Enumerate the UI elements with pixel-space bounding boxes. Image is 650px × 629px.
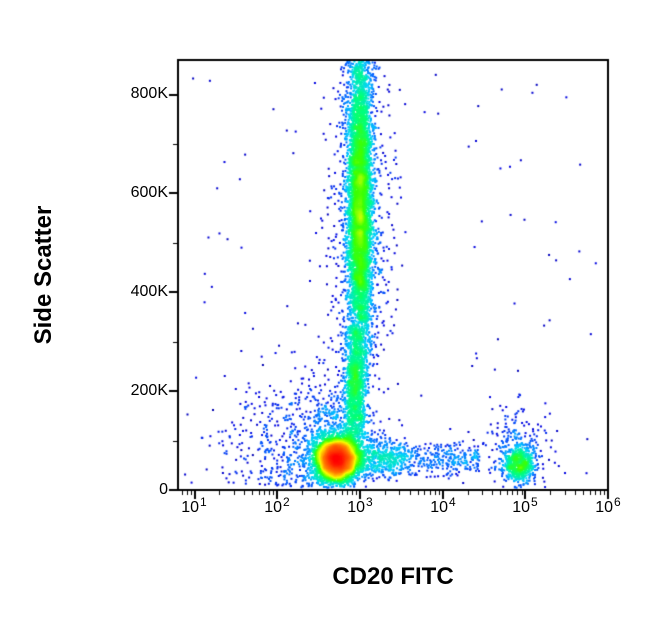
x-tick-exponent: 6 bbox=[614, 495, 621, 509]
y-tick-label-400k: 400K bbox=[130, 283, 168, 300]
x-tick-label-10e3: 103 bbox=[340, 495, 380, 517]
y-tick-label-200k: 200K bbox=[130, 382, 168, 399]
y-axis-title: Side Scatter bbox=[30, 205, 57, 345]
y-tick-label-600k: 600K bbox=[130, 184, 168, 201]
x-tick-exponent: 3 bbox=[366, 495, 373, 509]
x-tick-base: 10 bbox=[595, 499, 614, 516]
y-tick-label-800k: 800K bbox=[130, 85, 168, 102]
x-tick-label-10e4: 104 bbox=[423, 495, 463, 517]
x-tick-exponent: 5 bbox=[531, 495, 538, 509]
x-tick-exponent: 4 bbox=[449, 495, 456, 509]
x-tick-exponent: 1 bbox=[200, 495, 207, 509]
y-tick-label-0: 0 bbox=[159, 481, 168, 498]
x-tick-exponent: 2 bbox=[283, 495, 290, 509]
x-tick-base: 10 bbox=[430, 499, 449, 516]
x-tick-label-10e6: 106 bbox=[588, 495, 628, 517]
x-tick-base: 10 bbox=[264, 499, 283, 516]
x-tick-base: 10 bbox=[347, 499, 366, 516]
x-tick-base: 10 bbox=[512, 499, 531, 516]
x-tick-label-10e2: 102 bbox=[257, 495, 297, 517]
x-tick-label-10e5: 105 bbox=[505, 495, 545, 517]
x-tick-base: 10 bbox=[181, 499, 200, 516]
x-axis-title: CD20 FITC bbox=[332, 563, 454, 590]
x-tick-label-10e1: 101 bbox=[174, 495, 214, 517]
